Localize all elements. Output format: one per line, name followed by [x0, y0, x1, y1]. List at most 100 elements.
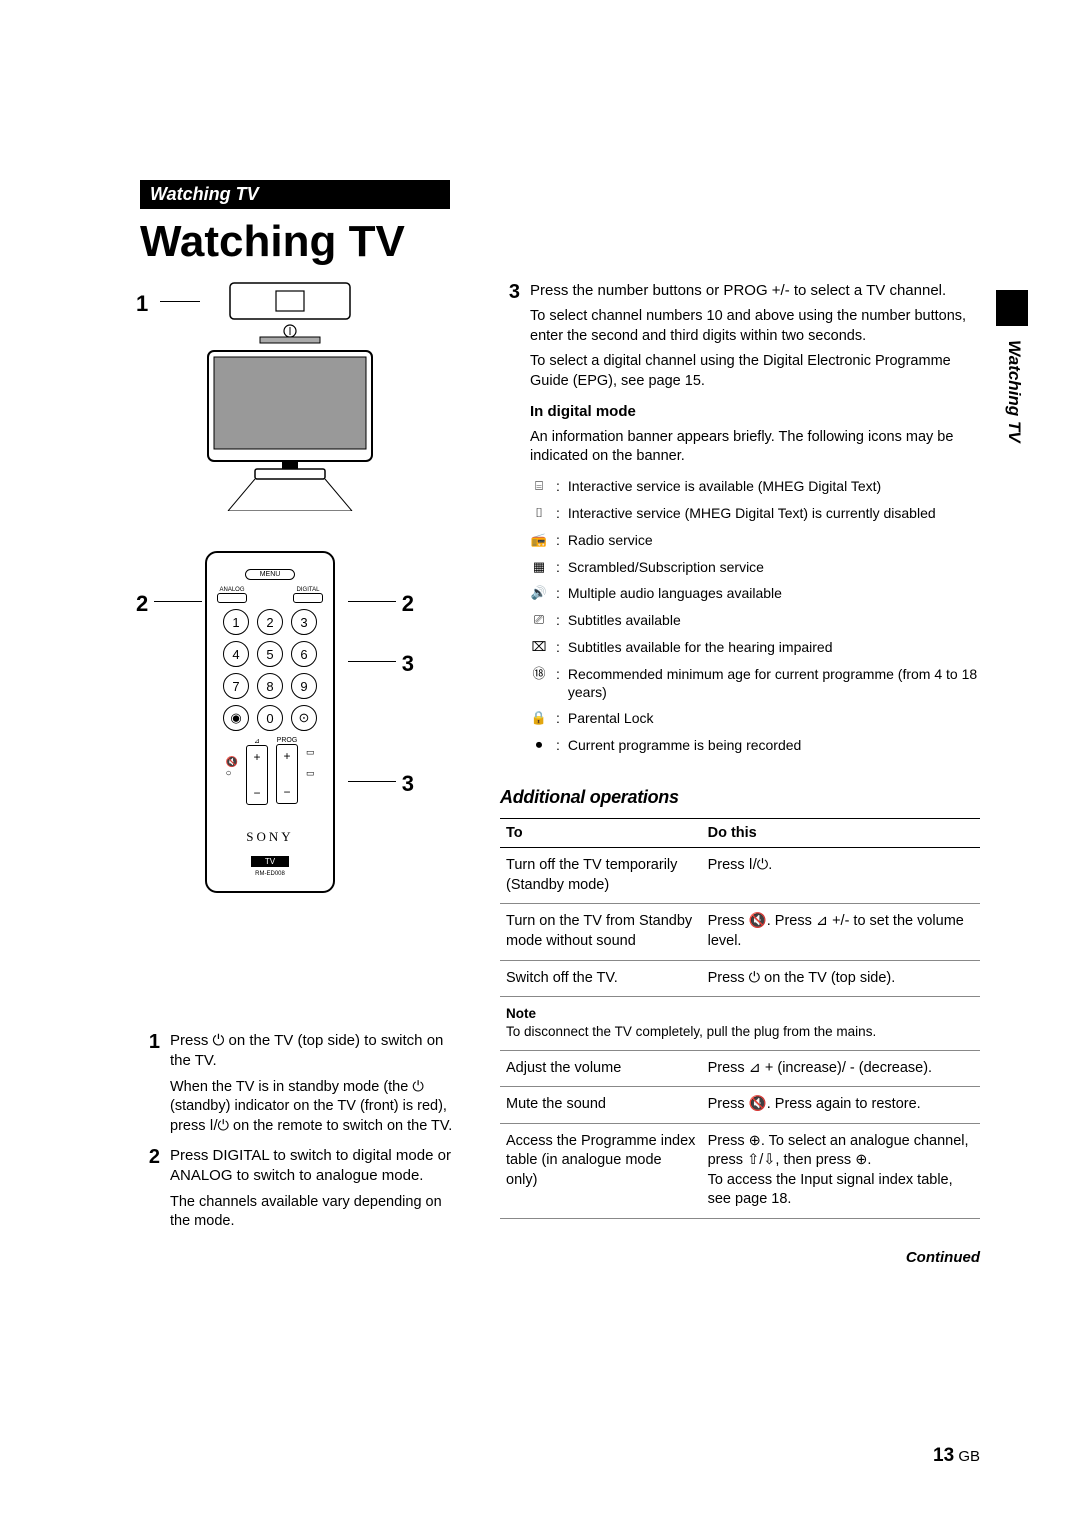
legend-text: Parental Lock [568, 709, 980, 727]
table-cell: Press 🔇. Press ⊿ +/- to set the volume l… [702, 904, 980, 960]
side-black-tab [996, 290, 1028, 326]
legend-text: Interactive service is available (MHEG D… [568, 477, 980, 495]
callout-line [348, 661, 396, 662]
legend-icon: ⌸ [530, 477, 548, 495]
digital-mode-heading: In digital mode [530, 402, 980, 422]
num-2: 2 [257, 609, 283, 635]
digital-label: DIGITAL [293, 587, 323, 593]
vol-button: +− [246, 745, 268, 805]
step-body-text: To select a digital channel using the Di… [530, 352, 980, 391]
step-head: Press ⏻ on the TV (top side) to switch o… [170, 1032, 443, 1069]
note-text: To disconnect the TV completely, pull th… [506, 1024, 876, 1039]
legend-icon: ⌷ [530, 504, 548, 522]
mute-icon: 🔇○ [226, 737, 238, 779]
legend-text: Scrambled/Subscription service [568, 558, 980, 576]
legend-text: Recommended minimum age for current prog… [568, 665, 980, 701]
operations-table: To Do this Turn off the TV temporarily (… [500, 818, 980, 1219]
callout-line [348, 601, 396, 602]
legend-icon: 🔒 [530, 709, 548, 727]
num-5: 5 [257, 641, 283, 667]
brand-label: SONY [215, 829, 325, 845]
num-7: 7 [223, 673, 249, 699]
step-number: 2 [140, 1146, 160, 1232]
table-cell: Mute the sound [500, 1087, 702, 1124]
callout-line [160, 301, 200, 302]
model-label: RM-ED008 [215, 871, 325, 877]
legend-text: Radio service [568, 531, 980, 549]
callout-1: 1 [136, 291, 148, 317]
step-3: 3 Press the number buttons or PROG +/- t… [500, 281, 980, 763]
icon-legend: ⌸:Interactive service is available (MHEG… [530, 477, 980, 755]
legend-icon: 🔊 [530, 584, 548, 602]
btn-misc2: ⊙ [291, 705, 317, 731]
table-cell: Press ⊿ + (increase)/ - (decrease). [702, 1050, 980, 1087]
side-section-label: Watching TV [1004, 340, 1024, 443]
step-body-text: When the TV is in standby mode (the ⏻ (s… [170, 1078, 460, 1137]
legend-text: Interactive service (MHEG Digital Text) … [568, 504, 980, 522]
menu-button: MENU [245, 569, 296, 580]
prog-button: +− [276, 744, 298, 804]
legend-icon: ▦ [530, 558, 548, 576]
num-3: 3 [291, 609, 317, 635]
callout-line [348, 781, 396, 782]
analog-button [217, 593, 247, 603]
legend-icon: ⎚ [530, 611, 548, 629]
step-number: 1 [140, 1031, 160, 1136]
right-column: 3 Press the number buttons or PROG +/- t… [500, 281, 980, 1266]
legend-icon: ⌧ [530, 638, 548, 656]
diagram-area: 1 2 2 [140, 281, 410, 1001]
step-number: 3 [500, 281, 520, 763]
additional-ops-heading: Additional operations [500, 787, 980, 808]
table-cell: Press ⏻ on the TV (top side). [702, 960, 980, 997]
legend-icon: ⏺ [530, 736, 548, 754]
col-do-this: Do this [702, 819, 980, 848]
num-9: 9 [291, 673, 317, 699]
num-8: 8 [257, 673, 283, 699]
table-cell: Access the Programme index table (in ana… [500, 1123, 702, 1218]
legend-icon: ⑱ [530, 665, 548, 683]
av-icons: ▭▭ [306, 737, 315, 779]
legend-text: Multiple audio languages available [568, 584, 980, 602]
num-4: 4 [223, 641, 249, 667]
step-1: 1 Press ⏻ on the TV (top side) to switch… [140, 1031, 460, 1136]
digital-mode-intro: An information banner appears briefly. T… [530, 428, 980, 467]
table-cell: Press ⅼ/⏻. [702, 848, 980, 904]
page-title: Watching TV [140, 217, 980, 267]
callout-line [154, 601, 202, 602]
legend-text: Subtitles available [568, 611, 980, 629]
callout-3-a: 3 [402, 651, 414, 677]
section-tag: Watching TV [140, 180, 450, 209]
step-head: Press the number buttons or PROG +/- to … [530, 282, 946, 299]
num-0: 0 [257, 705, 283, 731]
note-label: Note [506, 1006, 536, 1021]
table-cell: Switch off the TV. [500, 960, 702, 997]
callout-2-left: 2 [136, 591, 148, 617]
num-1: 1 [223, 609, 249, 635]
remote-illustration: MENU ANALOG DIGITAL 123 456 789 ◉0⊙ 🔇○ ⊿… [205, 551, 335, 893]
table-cell: Turn on the TV from Standby mode without… [500, 904, 702, 960]
analog-label: ANALOG [217, 587, 247, 593]
table-cell: Press 🔇. Press again to restore. [702, 1087, 980, 1124]
legend-icon: 📻 [530, 531, 548, 549]
col-to: To [500, 819, 702, 848]
table-cell: Turn off the TV temporarily (Standby mod… [500, 848, 702, 904]
continued-label: Continued [500, 1249, 980, 1266]
step-head: Press DIGITAL to switch to digital mode … [170, 1147, 451, 1184]
legend-text: Subtitles available for the hearing impa… [568, 638, 980, 656]
tv-illustration [200, 281, 380, 516]
page-number: 13 GB [933, 1445, 980, 1467]
digital-button [293, 593, 323, 603]
btn-misc: ◉ [223, 705, 249, 731]
step-2: 2 Press DIGITAL to switch to digital mod… [140, 1146, 460, 1232]
num-6: 6 [291, 641, 317, 667]
callout-2-right: 2 [402, 591, 414, 617]
prog-label: PROG [276, 737, 298, 744]
legend-text: Current programme is being recorded [568, 736, 980, 754]
table-cell: Press ⊕. To select an analogue channel, … [702, 1123, 980, 1218]
step-body-text: The channels available vary depending on… [170, 1193, 460, 1232]
table-cell: Adjust the volume [500, 1050, 702, 1087]
callout-3-b: 3 [402, 771, 414, 797]
note-cell: Note To disconnect the TV completely, pul… [500, 997, 980, 1050]
step-body-text: To select channel numbers 10 and above u… [530, 307, 980, 346]
tv-label: TV [251, 856, 289, 867]
